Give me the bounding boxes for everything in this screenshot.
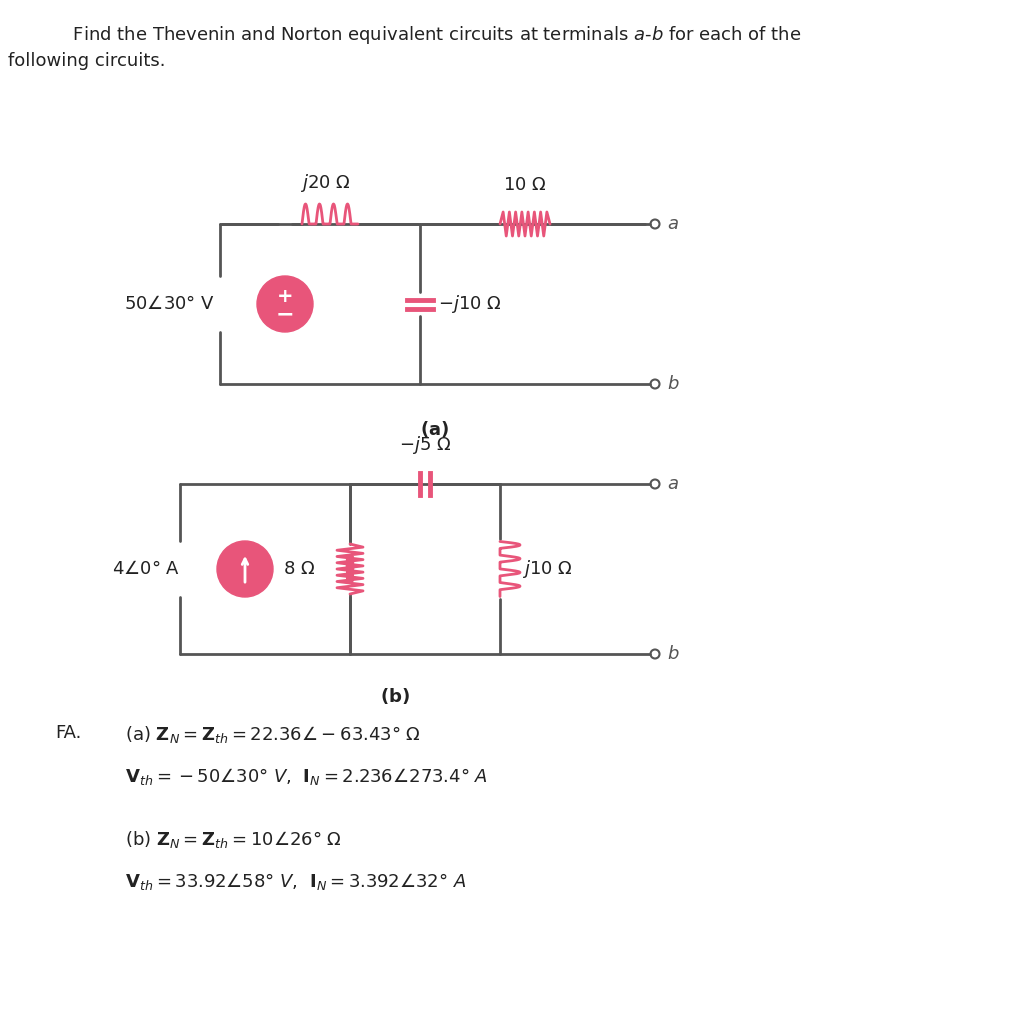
- Text: $4\angle0°\ \mathrm{A}$: $4\angle0°\ \mathrm{A}$: [112, 560, 179, 578]
- Text: FA.: FA.: [55, 724, 82, 742]
- Text: −: −: [275, 304, 294, 324]
- Text: (b) $\mathbf{Z}_{N} = \mathbf{Z}_{th} = 10\angle26°\ \Omega$: (b) $\mathbf{Z}_{N} = \mathbf{Z}_{th} = …: [125, 829, 341, 850]
- Text: $\it{b}$: $\it{b}$: [666, 375, 679, 393]
- Text: $j20\ \Omega$: $j20\ \Omega$: [300, 172, 351, 194]
- Circle shape: [257, 276, 313, 332]
- Text: following circuits.: following circuits.: [8, 52, 165, 70]
- Text: $8\ \Omega$: $8\ \Omega$: [282, 560, 315, 578]
- Text: +: +: [276, 288, 293, 306]
- Text: Find the Thevenin and Norton equivalent circuits at terminals $\mathit{a}$-$\mat: Find the Thevenin and Norton equivalent …: [50, 24, 801, 46]
- Text: $\it{a}$: $\it{a}$: [666, 475, 679, 493]
- Text: $\it{b}$: $\it{b}$: [666, 645, 679, 663]
- Text: $\mathbf{(a)}$: $\mathbf{(a)}$: [420, 419, 449, 439]
- Text: $10\ \Omega$: $10\ \Omega$: [502, 176, 546, 194]
- Text: (a) $\mathbf{Z}_{N} = \mathbf{Z}_{th} = 22.36\angle-63.43°\ \Omega$: (a) $\mathbf{Z}_{N} = \mathbf{Z}_{th} = …: [125, 724, 421, 745]
- Text: $-j5\ \Omega$: $-j5\ \Omega$: [398, 434, 450, 456]
- Circle shape: [217, 541, 273, 597]
- Text: $\mathbf{V}_{th} = 33.92\angle58°\ V$,  $\mathbf{I}_{N} = 3.392\angle32°\ A$: $\mathbf{V}_{th} = 33.92\angle58°\ V$, $…: [125, 871, 466, 892]
- Text: $\it{a}$: $\it{a}$: [666, 215, 679, 233]
- Text: $j10\ \Omega$: $j10\ \Omega$: [522, 558, 573, 580]
- Text: $50\angle30°\ \mathrm{V}$: $50\angle30°\ \mathrm{V}$: [124, 295, 215, 313]
- Text: $\mathbf{V}_{th} = -50\angle30°\ V$,  $\mathbf{I}_{N} = 2.236\angle273.4°\ A$: $\mathbf{V}_{th} = -50\angle30°\ V$, $\m…: [125, 766, 487, 787]
- Text: $-j10\ \Omega$: $-j10\ \Omega$: [437, 293, 501, 315]
- Text: $\mathbf{(b)}$: $\mathbf{(b)}$: [380, 686, 410, 706]
